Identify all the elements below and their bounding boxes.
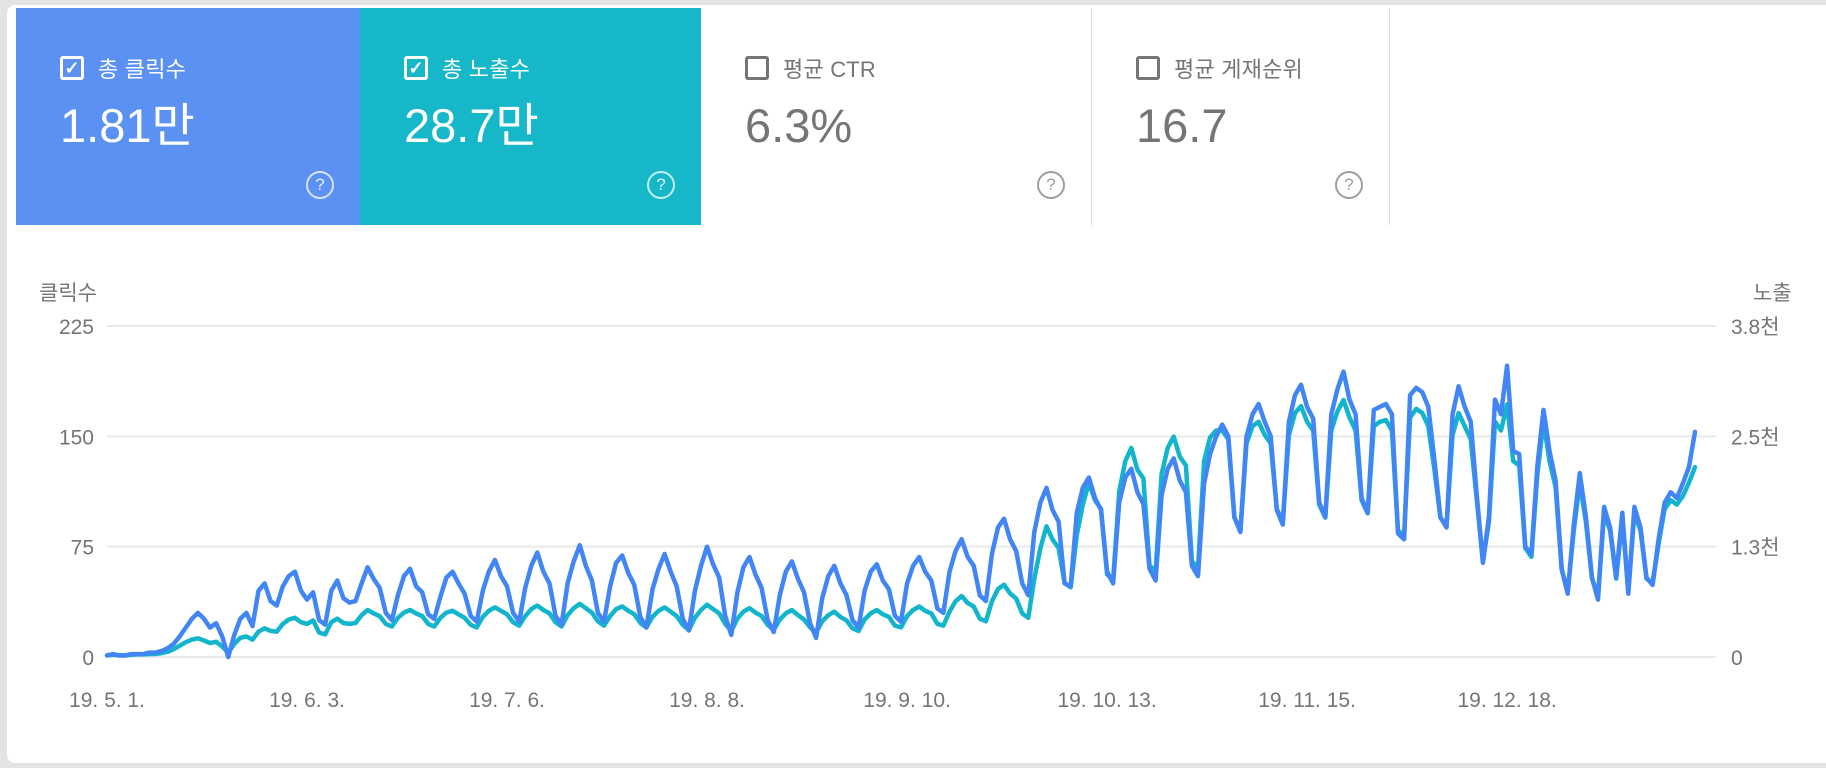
metric-label: 총 클릭수 — [98, 57, 187, 82]
x-axis-tick: 19. 5. 1. — [69, 689, 145, 712]
metric-label: 평균 게재순위 — [1174, 57, 1303, 82]
metric-checkbox[interactable]: ✓ — [745, 56, 769, 80]
metric-label: 총 노출수 — [442, 57, 531, 82]
card-header: ✓ 총 노출수 — [404, 52, 701, 84]
right-axis-title: 노출 — [1753, 282, 1792, 305]
x-axis-tick: 19. 10. 13. — [1057, 689, 1156, 712]
help-icon[interactable]: ? — [1335, 171, 1363, 199]
left-axis-tick: 0 — [82, 647, 94, 670]
metric-checkbox[interactable]: ✓ — [404, 56, 428, 80]
card-header: ✓ 총 클릭수 — [60, 52, 360, 84]
metric-card-total-clicks[interactable]: ✓ 총 클릭수 1.81만 ? — [16, 8, 360, 225]
card-header: ✓ 평균 CTR — [745, 52, 1091, 84]
help-icon[interactable]: ? — [306, 171, 334, 199]
metric-label: 평균 CTR — [783, 57, 877, 82]
metric-card-avg-ctr[interactable]: ✓ 평균 CTR 6.3% ? — [701, 8, 1091, 225]
x-axis-tick: 19. 8. 8. — [669, 689, 745, 712]
left-axis-tick: 225 — [59, 316, 94, 339]
series-line-clicks — [104, 363, 1698, 660]
right-axis-tick: 2.5천 — [1731, 426, 1780, 449]
check-icon: ✓ — [64, 58, 80, 78]
right-axis-tick: 0 — [1731, 647, 1743, 670]
help-icon[interactable]: ? — [1037, 171, 1065, 199]
metric-value: 16.7 — [1136, 99, 1228, 152]
metric-value: 1.81만 — [60, 99, 195, 152]
right-axis-tick: 3.8천 — [1731, 316, 1780, 339]
help-icon[interactable]: ? — [647, 171, 675, 199]
left-axis-tick: 150 — [59, 426, 94, 449]
left-axis-tick: 75 — [71, 537, 94, 560]
card-header: ✓ 평균 게재순위 — [1136, 52, 1389, 84]
metric-card-avg-position[interactable]: ✓ 평균 게재순위 16.7 ? — [1091, 8, 1390, 225]
metric-checkbox[interactable]: ✓ — [60, 56, 84, 80]
x-axis-tick: 19. 7. 6. — [469, 689, 545, 712]
metric-card-total-impressions[interactable]: ✓ 총 노출수 28.7만 ? — [360, 8, 701, 225]
x-axis-tick: 19. 12. 18. — [1457, 689, 1556, 712]
check-icon: ✓ — [408, 58, 424, 78]
right-axis-tick: 1.3천 — [1731, 537, 1780, 560]
x-axis-tick: 19. 11. 15. — [1258, 689, 1356, 712]
metric-value: 6.3% — [745, 99, 853, 152]
metric-value: 28.7만 — [404, 99, 539, 152]
x-axis-tick: 19. 9. 10. — [863, 689, 951, 712]
metric-checkbox[interactable]: ✓ — [1136, 56, 1160, 80]
x-axis-tick: 19. 6. 3. — [269, 689, 345, 712]
left-axis-title: 클릭수 — [39, 282, 97, 305]
